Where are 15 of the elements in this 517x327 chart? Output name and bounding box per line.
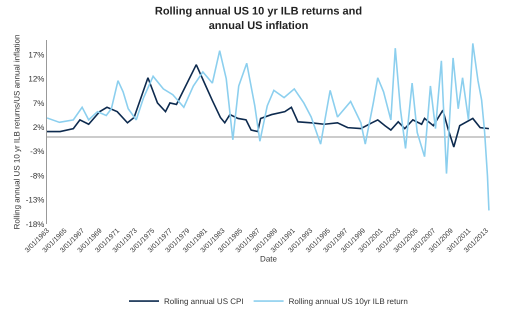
- y-tick-label: -18%: [26, 220, 44, 229]
- chart-title: Rolling annual US 10 yr ILB returns and annual US inflation: [154, 6, 362, 32]
- y-tick-label: -13%: [26, 196, 44, 205]
- x-axis-title: Date: [260, 254, 278, 264]
- y-axis-title: Rolling annual US 10 yr ILB returns/US annual inflation: [12, 34, 22, 230]
- line-series: [47, 64, 490, 148]
- legend-label: Rolling annual US 10yr ILB return: [288, 297, 408, 306]
- y-tick-label: 2%: [32, 122, 44, 132]
- y-tick-label: -3%: [30, 147, 44, 156]
- legend-label: Rolling annual US CPI: [164, 297, 244, 306]
- y-tick-label: -8%: [30, 171, 44, 180]
- y-tick-label: 7%: [32, 98, 44, 108]
- y-tick-label: 17%: [28, 50, 44, 60]
- y-tick-label: 12%: [28, 74, 44, 84]
- line-series: [47, 42, 490, 212]
